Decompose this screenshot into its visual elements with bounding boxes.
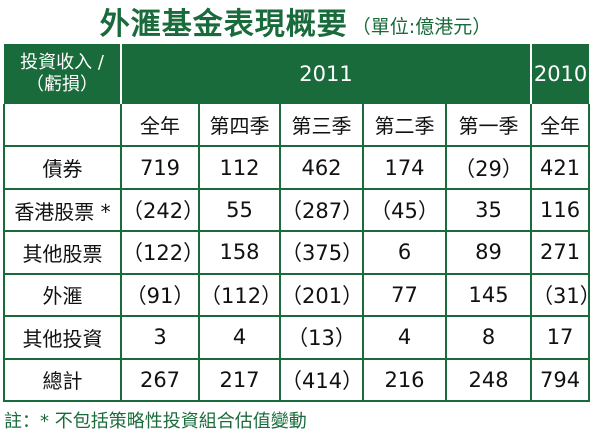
table-cell: 55 bbox=[199, 188, 281, 233]
period-header: 全年 bbox=[121, 104, 200, 148]
table-cell: 3 bbox=[121, 316, 200, 360]
table-cell: （242） bbox=[121, 188, 200, 233]
table-cell: 267 bbox=[121, 358, 200, 403]
table-cell: 216 bbox=[363, 358, 447, 403]
period-row: 全年 第四季 第三季 第二季 第一季 全年 bbox=[3, 104, 591, 148]
row-label: 其他股票 bbox=[3, 231, 122, 275]
period-corner-cell bbox=[3, 104, 122, 148]
period-header: 全年 bbox=[531, 104, 591, 148]
table-cell: 794 bbox=[531, 358, 591, 403]
table-cell: 174 bbox=[363, 146, 447, 190]
header-row: 投資收入 / （虧損） 2011 2010 bbox=[4, 44, 590, 104]
row-label: 總計 bbox=[3, 358, 122, 403]
page-title: 外滙基金表現概要 bbox=[99, 7, 348, 42]
table-cell: 77 bbox=[363, 273, 447, 318]
period-header: 第四季 bbox=[199, 104, 281, 148]
table-cell: 462 bbox=[280, 146, 364, 190]
table-cell: （31） bbox=[531, 273, 591, 318]
table-cell: 271 bbox=[531, 231, 591, 275]
table-cell: （45） bbox=[363, 188, 447, 233]
table-cell: 421 bbox=[531, 146, 591, 190]
table-cell: 17 bbox=[531, 316, 591, 360]
footnote: 註：* 不包括策略性投資組合估值變動 bbox=[4, 411, 307, 432]
table-cell: （122） bbox=[121, 231, 200, 275]
performance-table: 投資收入 / （虧損） 2011 2010 全年 第四季 第三季 第二季 第一季… bbox=[3, 44, 591, 403]
table-cell: （375） bbox=[280, 231, 364, 275]
unit-label: （單位:億港元） bbox=[351, 16, 492, 38]
table-cell: （13） bbox=[280, 316, 364, 360]
table-cell: （29） bbox=[446, 146, 533, 190]
table-row: 債券 719 112 462 174 （29） 421 bbox=[3, 146, 591, 190]
row-header-cell: 投資收入 / （虧損） bbox=[4, 44, 122, 104]
table-cell: 112 bbox=[199, 146, 281, 190]
total-row: 總計 267 217 （414） 216 248 794 bbox=[3, 358, 591, 403]
table-cell: （201） bbox=[280, 273, 364, 318]
table-cell: 248 bbox=[446, 358, 533, 403]
table-cell: （414） bbox=[280, 358, 364, 403]
table-cell: （112） bbox=[199, 273, 281, 318]
row-header-line-2: （虧損） bbox=[26, 74, 98, 95]
table-cell: 6 bbox=[363, 231, 447, 275]
table-row: 其他投資 3 4 （13） 4 8 17 bbox=[3, 316, 591, 360]
year-2010-header: 2010 bbox=[531, 44, 590, 104]
table-cell: 145 bbox=[446, 273, 533, 318]
table-cell: 4 bbox=[199, 316, 281, 360]
period-header: 第二季 bbox=[363, 104, 447, 148]
table-cell: 116 bbox=[531, 188, 591, 233]
table-cell: 217 bbox=[199, 358, 281, 403]
table-cell: 35 bbox=[446, 188, 533, 233]
table-row: 其他股票 （122） 158 （375） 6 89 271 bbox=[3, 231, 591, 275]
table-cell: 4 bbox=[363, 316, 447, 360]
period-header: 第一季 bbox=[446, 104, 533, 148]
table-cell: 89 bbox=[446, 231, 533, 275]
row-label: 其他投資 bbox=[3, 316, 122, 360]
year-2011-header: 2011 bbox=[121, 44, 533, 104]
table-row: 香港股票 * （242） 55 （287） （45） 35 116 bbox=[3, 188, 591, 233]
row-header-line-1: 投資收入 / bbox=[20, 52, 104, 73]
row-label: 香港股票 * bbox=[3, 188, 122, 233]
table-cell: 8 bbox=[446, 316, 533, 360]
table-row: 外滙 （91） （112） （201） 77 145 （31） bbox=[3, 273, 591, 318]
row-label: 外滙 bbox=[3, 273, 122, 318]
table-cell: 158 bbox=[199, 231, 281, 275]
period-header: 第三季 bbox=[280, 104, 364, 148]
title-row: 外滙基金表現概要 （單位:億港元） bbox=[0, 0, 591, 43]
table-cell: 719 bbox=[121, 146, 200, 190]
table-cell: （91） bbox=[121, 273, 200, 318]
row-label: 債券 bbox=[3, 146, 122, 190]
table-cell: （287） bbox=[280, 188, 364, 233]
